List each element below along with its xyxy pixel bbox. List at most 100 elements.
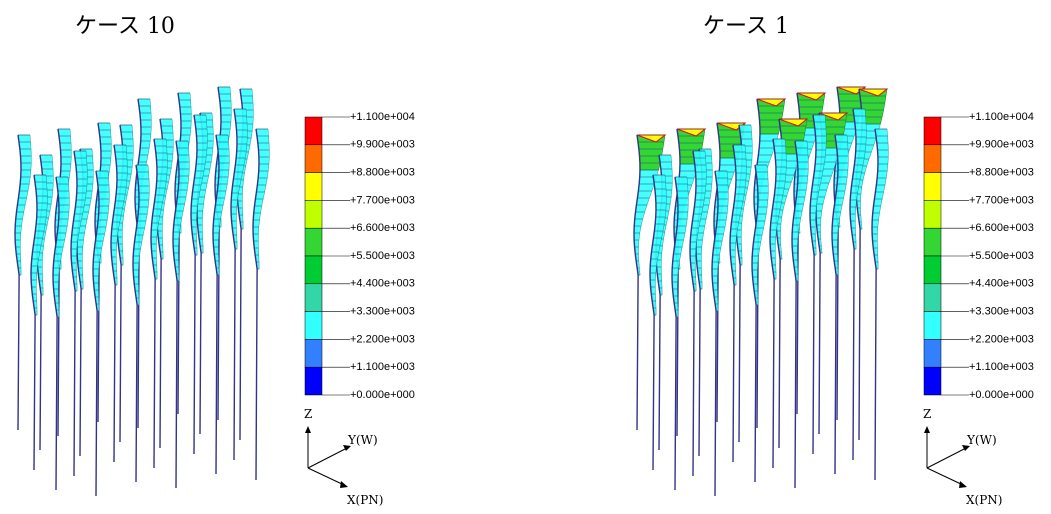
pile-shaft bbox=[649, 174, 657, 471]
axis-label-y: Y(W) bbox=[966, 433, 997, 447]
pile-shaft bbox=[671, 176, 679, 491]
legend-label: +0.000e+000 bbox=[969, 389, 1034, 401]
legend-label: +8.800e+003 bbox=[969, 167, 1034, 179]
pile-shaft bbox=[14, 134, 22, 431]
legend-label: +9.900e+003 bbox=[350, 139, 415, 151]
panel: ケース 1 +1.100e+004 +9.900e+003 +8.800e+003 +7… bbox=[633, 14, 1034, 507]
legend-swatch bbox=[923, 227, 942, 257]
panel: ケース 10 +1.100e+004 +9.900e+003 +8.800e+003 +… bbox=[14, 14, 415, 507]
legend-label: +5.500e+003 bbox=[350, 250, 415, 262]
pile-shaft bbox=[92, 170, 100, 497]
legend-swatch bbox=[923, 311, 942, 340]
axis-label-x: X(PN) bbox=[347, 493, 383, 507]
legend-label: +9.900e+003 bbox=[969, 139, 1034, 151]
pile-shaft bbox=[110, 144, 118, 463]
legend-swatch bbox=[923, 200, 942, 229]
axis-label-x: X(PN) bbox=[966, 493, 1002, 507]
pile bbox=[689, 150, 707, 477]
axis-x bbox=[307, 467, 345, 486]
legend-swatch bbox=[304, 144, 323, 173]
pile bbox=[769, 138, 787, 469]
pile bbox=[849, 108, 867, 461]
pile bbox=[92, 170, 110, 497]
pile bbox=[809, 114, 827, 455]
legend-label: +7.700e+003 bbox=[969, 194, 1034, 206]
pile bbox=[649, 174, 667, 471]
legend-swatch bbox=[923, 144, 942, 173]
pile-shaft bbox=[871, 128, 879, 481]
pile bbox=[14, 134, 32, 431]
legend-label: +5.500e+003 bbox=[969, 250, 1034, 262]
pile-shaft bbox=[729, 144, 737, 463]
legend-label: +3.300e+003 bbox=[969, 306, 1034, 318]
legend-label: +6.600e+003 bbox=[350, 222, 415, 234]
legend-swatch bbox=[304, 172, 323, 201]
legend-swatch bbox=[923, 339, 942, 368]
pile-shaft bbox=[751, 164, 759, 483]
axis-label-z: Z bbox=[923, 407, 931, 421]
pile bbox=[30, 174, 48, 471]
legend-label: +1.100e+003 bbox=[969, 361, 1034, 373]
arrow bbox=[959, 481, 967, 488]
pile bbox=[751, 164, 769, 483]
legend-swatch bbox=[304, 116, 323, 146]
pile-shaft bbox=[849, 108, 857, 461]
pile-shaft bbox=[791, 140, 799, 489]
legend-label: +1.100e+004 bbox=[969, 111, 1034, 123]
pile-shaft bbox=[190, 114, 198, 455]
legend-swatch bbox=[923, 255, 942, 285]
pile bbox=[230, 108, 248, 461]
pile bbox=[132, 164, 150, 483]
pile bbox=[70, 150, 88, 477]
legend-label: +7.700e+003 bbox=[350, 194, 415, 206]
pile-shaft bbox=[150, 138, 158, 469]
pile bbox=[791, 140, 809, 489]
legend-label: +2.200e+003 bbox=[969, 333, 1034, 345]
legend-label: +0.000e+000 bbox=[350, 389, 415, 401]
legend-swatch bbox=[304, 227, 323, 257]
pile bbox=[671, 176, 689, 491]
legend-label: +6.600e+003 bbox=[969, 222, 1034, 234]
legend-label: +4.400e+003 bbox=[969, 278, 1034, 290]
pile-shaft bbox=[230, 108, 238, 461]
legend-swatch bbox=[923, 172, 942, 201]
panel-title: ケース 1 bbox=[703, 14, 789, 39]
pile-shaft bbox=[70, 150, 78, 477]
legend-label: +3.300e+003 bbox=[350, 306, 415, 318]
pile-shaft bbox=[30, 174, 38, 471]
legend-label: +8.800e+003 bbox=[350, 167, 415, 179]
pile-shaft bbox=[212, 134, 220, 475]
arrow bbox=[305, 426, 311, 433]
legend-swatch bbox=[304, 366, 323, 396]
pile bbox=[172, 140, 190, 489]
pile bbox=[871, 128, 889, 481]
pile-shaft bbox=[711, 170, 719, 497]
legend-swatch bbox=[923, 116, 942, 146]
legend-swatch bbox=[304, 200, 323, 229]
pile bbox=[831, 134, 849, 475]
pile-shaft bbox=[252, 128, 260, 481]
legend-swatch bbox=[923, 366, 942, 396]
pile bbox=[110, 144, 128, 463]
pile bbox=[711, 170, 729, 497]
pile-shaft bbox=[689, 150, 697, 477]
pile bbox=[52, 176, 70, 491]
axis-y bbox=[307, 447, 348, 469]
legend-swatch bbox=[304, 311, 323, 340]
pile-shaft bbox=[52, 176, 60, 491]
pile-shaft bbox=[172, 140, 180, 489]
panel-title: ケース 10 bbox=[75, 14, 175, 39]
axis-x bbox=[926, 467, 964, 486]
axis-y bbox=[926, 447, 967, 469]
axis-label-z: Z bbox=[304, 407, 312, 421]
arrow bbox=[924, 426, 930, 433]
legend-label: +4.400e+003 bbox=[350, 278, 415, 290]
pile-shaft bbox=[633, 134, 641, 431]
legend-swatch bbox=[304, 255, 323, 285]
pile bbox=[252, 128, 270, 481]
pile-shaft bbox=[831, 134, 839, 475]
legend-label: +2.200e+003 bbox=[350, 333, 415, 345]
pile-shaft bbox=[809, 114, 817, 455]
pile bbox=[729, 144, 747, 463]
